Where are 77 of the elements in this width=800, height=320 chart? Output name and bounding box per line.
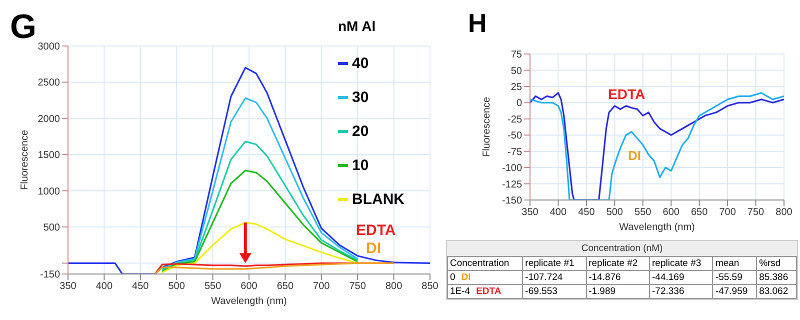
text: -72.336	[650, 284, 713, 298]
line-series	[154, 262, 395, 274]
x-tick-label: 750	[747, 207, 765, 218]
category-label: Concentration	[448, 256, 523, 270]
y-tick-label: -125	[502, 179, 522, 190]
chart-title: G	[10, 8, 36, 47]
y-tick-label: -100	[502, 163, 522, 174]
x-tick-label: 350	[60, 281, 77, 292]
x-tick-label: 750	[349, 281, 366, 292]
category-label: %rsd	[756, 256, 796, 270]
series-label: DI	[365, 240, 382, 257]
y-tick-label: 500	[43, 222, 60, 234]
x-tick-label: 800	[385, 281, 403, 292]
x-tick-label: 550	[204, 281, 222, 292]
legend-label: 30	[352, 88, 369, 106]
x-tick-label: 600	[662, 207, 680, 218]
x-axis-title: Wavelength (nm)	[211, 296, 287, 307]
legend-title: nM Al	[338, 18, 377, 34]
x-tick-label: 800	[776, 207, 793, 218]
x-tick-label: 500	[168, 281, 186, 292]
category-label: replicate #2	[586, 256, 650, 270]
y-tick-label: -150	[40, 270, 60, 281]
y-tick-label: 1500	[38, 150, 60, 162]
series-label: DI	[628, 148, 641, 163]
y-tick-label: -150	[502, 196, 522, 207]
text: 0	[450, 272, 456, 283]
legend-label: 40	[352, 54, 369, 72]
x-tick-label: 600	[240, 281, 258, 292]
text: 83.062	[756, 284, 796, 298]
text: -44.169	[650, 270, 713, 284]
text: EDTA	[476, 286, 502, 297]
x-tick-label: 400	[96, 281, 113, 292]
x-axis-title: Wavelength (nm)	[619, 222, 695, 233]
y-tick-label: 1000	[38, 186, 60, 198]
y-tick-label: 0	[516, 98, 522, 110]
x-tick-label: 450	[578, 207, 596, 218]
y-tick-label: -75	[508, 146, 522, 158]
y-tick-label: 2000	[38, 114, 60, 125]
y-tick-label: 3000	[38, 42, 60, 53]
series-label: EDTA	[355, 222, 397, 239]
text: -14.876	[586, 270, 650, 284]
chart-title: H	[468, 8, 487, 39]
series-label: EDTA	[608, 86, 646, 102]
x-tick-label: 650	[690, 207, 708, 218]
category-label: mean	[712, 256, 757, 270]
text: -1.989	[586, 284, 650, 298]
y-tick-label: 50	[510, 66, 522, 77]
text: 85.386	[756, 270, 796, 284]
y-axis-title: Fluorescence	[20, 130, 31, 190]
legend-label: BLANK	[352, 190, 404, 208]
text: -47.959	[712, 284, 757, 298]
x-tick-label: 500	[606, 207, 624, 218]
line-series	[161, 222, 358, 274]
text: 1E-4	[450, 286, 470, 297]
y-tick-label: 75	[510, 50, 522, 61]
x-tick-label: 350	[522, 207, 539, 218]
legend-label: 10	[352, 156, 369, 174]
text: -55.59	[712, 270, 757, 284]
category-label: replicate #1	[522, 256, 586, 270]
y-tick-label: -25	[508, 114, 522, 126]
x-tick-label: 450	[132, 281, 150, 292]
y-tick-label: 2500	[38, 78, 60, 89]
text: DI	[461, 272, 471, 283]
x-tick-label: 700	[313, 281, 330, 292]
x-tick-label: 400	[550, 207, 567, 218]
category-label: replicate #3	[650, 256, 713, 270]
x-tick-label: 700	[719, 207, 736, 218]
y-tick-label: -50	[508, 130, 522, 142]
text: -107.724	[522, 270, 586, 284]
x-tick-label: 650	[276, 281, 294, 292]
y-tick-label: 25	[510, 82, 522, 93]
legend-label: 20	[352, 122, 369, 140]
y-axis-title: Fluorescence	[482, 96, 493, 158]
x-tick-label: 850	[422, 281, 439, 292]
text: Concentration (nM)	[580, 242, 664, 256]
x-tick-label: 550	[634, 207, 652, 218]
text: -69.553	[522, 284, 586, 298]
